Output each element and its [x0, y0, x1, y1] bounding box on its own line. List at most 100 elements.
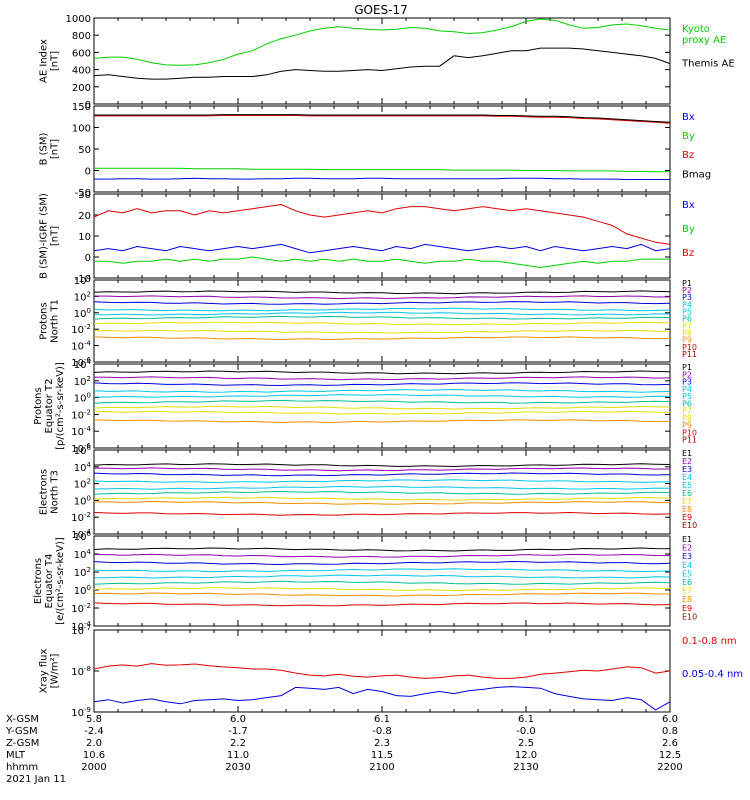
panel-3: -10 0 10 20 30 B (SM)-IGRF (SM)[nT] Bx By Bz [39, 190, 695, 285]
series-line-5 [94, 574, 671, 579]
legend-entry: P10 [682, 343, 697, 352]
legend-entry: P11 [682, 350, 697, 359]
panel-5: 104 102 100 10-2 10-4 10-6 ProtonsEquator T2[p… [33, 358, 697, 455]
y-tick-label: 10-2 [71, 511, 91, 524]
series-line-3 [93, 560, 671, 566]
y-tick-label: 0 [85, 167, 91, 178]
legend-entry: Bx [682, 200, 695, 211]
panel-frame [93, 535, 671, 627]
legend-entry: P1 [682, 363, 692, 372]
legend-entry: P2 [682, 370, 692, 379]
x-tick-label: 10.6 [83, 750, 105, 761]
legend-entry: E3 [682, 465, 692, 474]
legend-entry: P2 [682, 286, 692, 295]
y-tick-label: 20 [78, 211, 91, 222]
legend-entry: Bz [682, 248, 694, 259]
y-tick-label: 1000 [66, 14, 91, 25]
y-tick-label: 10-4 [71, 528, 91, 541]
y-tick-label: 10-6 [71, 356, 91, 369]
series-line-2 [93, 295, 671, 300]
y-tick-label: 102 [74, 566, 91, 579]
series-line-4 [94, 114, 671, 123]
legend-entry: Bz [682, 150, 694, 161]
y-tick-label: 104 [74, 274, 92, 287]
x-row-label: Z-GSM [6, 738, 39, 749]
legend-entry: E4 [682, 473, 692, 482]
x-tick-label: 6.0 [230, 714, 246, 725]
series-line-5 [94, 394, 671, 398]
legend-entry: E7 [682, 587, 692, 596]
series-line-7 [93, 496, 671, 501]
series-line-1 [93, 547, 671, 552]
series-line-8 [93, 329, 670, 334]
legend-entry: P7 [682, 407, 692, 416]
legend-entry: P4 [682, 385, 692, 394]
x-tick-label: 2.6 [662, 738, 678, 749]
series-line-4 [93, 307, 671, 312]
y-axis-label: ElectronsNorth T3 [39, 469, 61, 515]
legend-entry: P8 [682, 414, 692, 423]
series-line-3 [93, 301, 671, 305]
legend-entry: Kyoto proxy AE [682, 24, 726, 46]
legend-entry: P10 [682, 428, 697, 437]
y-tick-label: 106 [74, 530, 92, 543]
legend-entry: E9 [682, 513, 692, 522]
x-tick-label: -0.0 [516, 726, 536, 737]
y-tick-label: 102 [74, 375, 91, 388]
x-tick-label: 6.1 [518, 714, 534, 725]
y-tick-label: 102 [74, 290, 91, 303]
series-line-3 [93, 382, 671, 387]
legend-entry: P5 [682, 307, 692, 316]
series-line-1 [93, 18, 671, 66]
panel-8: 10-7 10-8 10-9 Xray flux[W/m²] 0.1-0.8 nm 0.0… [39, 624, 744, 719]
series-line-2 [93, 467, 671, 472]
series-line-2 [93, 376, 671, 381]
x-tick-label: 12.0 [515, 750, 537, 761]
legend-entry: P9 [682, 421, 692, 430]
legend-entry: E3 [682, 552, 692, 561]
x-tick-label: -2.4 [84, 726, 104, 737]
series-line-4 [93, 479, 671, 483]
x-row-label: MLT [6, 750, 26, 761]
x-row-label: Y-GSM [5, 726, 38, 737]
y-tick-label: 104 [74, 548, 92, 561]
series-line-2 [93, 553, 671, 558]
x-tick-label: 2100 [369, 762, 394, 773]
y-axis-label: B (SM)-IGRF (SM)[nT] [39, 193, 61, 279]
series-line-8 [93, 410, 671, 415]
series-line-9 [93, 602, 671, 607]
legend-entry: P4 [682, 300, 692, 309]
legend: Bx By Bz [682, 200, 695, 259]
y-tick-label: 400 [72, 66, 91, 77]
series-line-7 [93, 405, 671, 410]
legend-entry: P5 [682, 392, 692, 401]
legend-entry: E2 [682, 544, 692, 553]
y-tick-label: 10-4 [71, 620, 91, 633]
legend-entry: P11 [682, 436, 697, 445]
y-axis-label: AE Index[nT] [39, 39, 61, 83]
legend-entry: E9 [682, 604, 692, 613]
series-line-1 [93, 290, 671, 295]
x-axis-labels: X-GSM 5.8 6.0 6.1 6.1 6.0 Y-GSM -2.4 -1.7 -0.8 -0.… [5, 714, 683, 785]
series-line-5 [94, 311, 671, 316]
y-axis-label: ElectronsEquator T4[e/(cm²-s-sr-keV)] [33, 537, 66, 625]
y-tick-label: 100 [74, 392, 91, 405]
legend-entry: E8 [682, 595, 692, 604]
legend-entry: P7 [682, 322, 692, 331]
panel-7: 106 104 102 100 10-2 10-4 ElectronsEquator T4[… [33, 530, 697, 633]
legend-entry: E10 [682, 521, 697, 530]
y-axis-label: ProtonsEquator T2[p/(cm²-s-sr-keV)] [33, 362, 66, 450]
panel-frame [93, 17, 671, 105]
y-tick-label: 104 [74, 358, 92, 371]
legend-entry: E5 [682, 481, 692, 490]
x-tick-label: 11.0 [227, 750, 249, 761]
y-tick-label: 100 [74, 494, 91, 507]
legend-entry: E5 [682, 569, 692, 578]
y-tick-label: 10-4 [71, 425, 91, 438]
legend-entry: Bx [682, 112, 695, 123]
y-tick-label: 10-2 [71, 602, 91, 615]
